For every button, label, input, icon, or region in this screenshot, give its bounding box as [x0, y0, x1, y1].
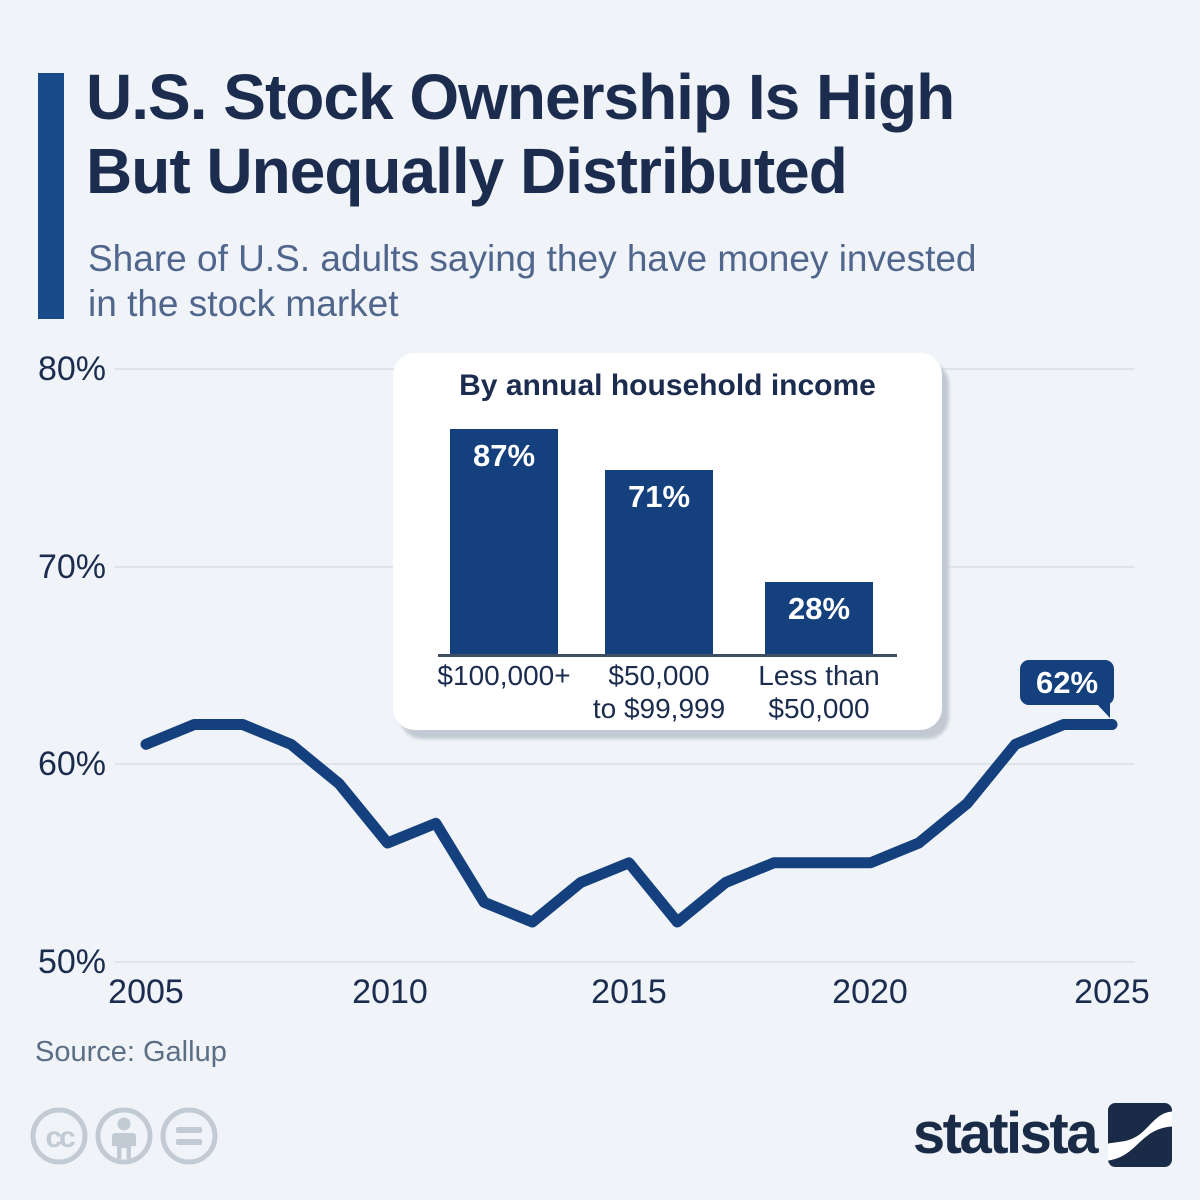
callout-value: 62% — [1035, 665, 1099, 700]
bar-income-100k-plus: 87% — [450, 429, 558, 655]
x-tick-2010: 2010 — [352, 973, 428, 1011]
statista-wordmark: statista — [912, 1101, 1099, 1166]
category-label-50k-to-99k: $50,000 to $99,999 — [574, 659, 744, 725]
cc-license-icons: cc — [30, 1107, 218, 1165]
category-line: $100,000+ — [437, 660, 571, 691]
page-title: U.S. Stock Ownership Is High But Unequal… — [86, 60, 955, 208]
bar-chart-axis-line — [438, 654, 897, 657]
y-tick-60: 60% — [37, 745, 106, 783]
category-line: $50,000 — [608, 660, 710, 691]
y-tick-80: 80% — [37, 350, 106, 388]
category-line: $50,000 — [768, 693, 870, 724]
chart-subtitle-line1: Share of U.S. adults saying they have mo… — [88, 238, 977, 279]
category-line: to $99,999 — [592, 693, 726, 724]
inset-chart-title: By annual household income — [459, 369, 876, 402]
statista-logo-icon — [1108, 1103, 1172, 1167]
title-accent-bar — [38, 73, 64, 319]
cc-by-person-icon — [95, 1107, 153, 1165]
x-tick-2025: 2025 — [1074, 973, 1150, 1011]
x-tick-2020: 2020 — [832, 973, 908, 1011]
page-title-line1: U.S. Stock Ownership Is High — [86, 61, 955, 133]
x-tick-2015: 2015 — [591, 973, 667, 1011]
x-tick-2005: 2005 — [108, 973, 184, 1011]
statista-logo: statista — [860, 1100, 1172, 1170]
y-tick-70: 70% — [37, 548, 106, 586]
chart-subtitle-line2: in the stock market — [88, 283, 399, 324]
bar-value-label: 28% — [787, 591, 851, 626]
bar-income-50k-to-99k: 71% — [605, 470, 713, 655]
cc-nd-equals-icon — [160, 1107, 218, 1165]
callout-pointer — [1096, 703, 1110, 718]
source-attribution: Source: Gallup — [35, 1036, 227, 1068]
trend-line — [140, 719, 1118, 928]
current-value-callout: 62% — [1020, 660, 1114, 718]
inset-bar-chart-card: By annual household income 87% 71% 28% $… — [393, 353, 942, 730]
page-title-line2: But Unequally Distributed — [86, 135, 848, 207]
category-label-under-50k: Less than $50,000 — [734, 659, 904, 725]
y-tick-50: 50% — [37, 943, 106, 981]
category-label-100k-plus: $100,000+ — [419, 659, 589, 692]
bar-value-label: 87% — [472, 438, 536, 473]
svg-text:cc: cc — [45, 1121, 75, 1154]
bar-value-label: 71% — [627, 479, 691, 514]
chart-subtitle: Share of U.S. adults saying they have mo… — [88, 236, 977, 326]
bar-income-under-50k: 28% — [765, 582, 873, 655]
category-line: Less than — [758, 660, 880, 691]
cc-icon: cc — [30, 1107, 88, 1165]
